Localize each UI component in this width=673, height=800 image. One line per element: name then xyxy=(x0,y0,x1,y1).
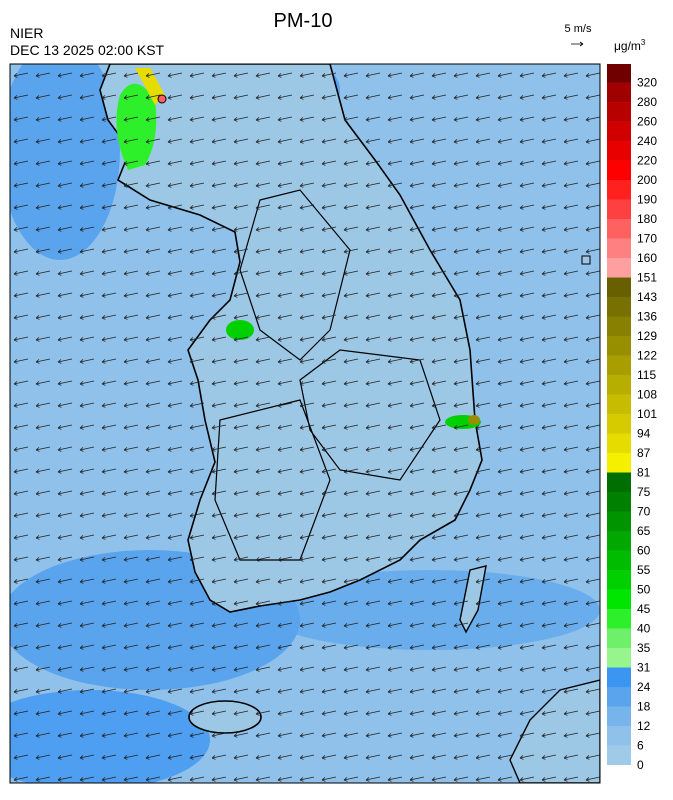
colorbar-label: 55 xyxy=(637,563,651,577)
colorbar-segment xyxy=(607,648,631,668)
colorbar-label: 6 xyxy=(637,739,644,753)
colorbar-label: 101 xyxy=(637,407,657,421)
colorbar-segment xyxy=(607,511,631,532)
colorbar-segment xyxy=(607,531,631,551)
wind-vectors xyxy=(10,64,600,783)
colorbar-segment xyxy=(607,453,631,473)
colorbar-label: 108 xyxy=(637,388,657,402)
colorbar-segment xyxy=(607,141,631,161)
unit-sup: 3 xyxy=(641,38,646,47)
colorbar-segment xyxy=(607,628,631,649)
colorbar-label: 75 xyxy=(637,485,651,499)
wind-scale-arrow xyxy=(571,41,584,47)
colorbar-label: 122 xyxy=(637,349,657,363)
colorbar-segment xyxy=(607,238,631,259)
colorbar-unit: μg/m3 xyxy=(614,38,646,53)
colorbar-label: 12 xyxy=(637,719,651,733)
colorbar-segment xyxy=(607,355,631,376)
datetime: DEC 13 2025 02:00 KST xyxy=(10,42,165,58)
colorbar-segment xyxy=(607,277,631,298)
colorbar-label: 260 xyxy=(637,115,657,129)
colorbar-segment xyxy=(607,394,631,415)
colorbar-label: 190 xyxy=(637,193,657,207)
colorbar-segment xyxy=(607,687,631,707)
colorbar-label: 35 xyxy=(637,641,651,655)
unit-text: μg/m xyxy=(614,39,641,53)
colorbar-label: 50 xyxy=(637,583,651,597)
colorbar-segment xyxy=(607,706,631,727)
colorbar-label: 40 xyxy=(637,622,651,636)
source: NIER xyxy=(10,25,43,41)
colorbar-label: 220 xyxy=(637,154,657,168)
colorbar-label: 31 xyxy=(637,661,651,675)
colorbar-segment xyxy=(607,121,631,142)
colorbar-segment xyxy=(607,297,631,317)
colorbar-segment xyxy=(607,472,631,493)
colorbar-label: 170 xyxy=(637,232,657,246)
colorbar-label: 81 xyxy=(637,466,651,480)
colorbar-label: 18 xyxy=(637,700,651,714)
colorbar-label: 115 xyxy=(637,368,656,382)
colorbar-label: 136 xyxy=(637,310,657,324)
colorbar-label: 94 xyxy=(637,427,651,441)
colorbar-label: 151 xyxy=(637,271,657,285)
colorbar-label: 180 xyxy=(637,212,657,226)
colorbar-segment xyxy=(607,570,631,590)
colorbar-segment xyxy=(607,316,631,337)
colorbar-segment xyxy=(607,102,631,122)
colorbar-segment xyxy=(607,609,631,629)
colorbar: 0 6 12 18 24 31 35 40 45 50 55 60 65 70 75 81 87 94 101 108… xyxy=(607,64,657,772)
colorbar-label: 280 xyxy=(637,95,657,109)
colorbar-segment xyxy=(607,258,631,278)
colorbar-label: 143 xyxy=(637,290,657,304)
colorbar-segment xyxy=(607,492,631,512)
title: PM-10 xyxy=(274,10,333,32)
colorbar-segment xyxy=(607,180,631,200)
colorbar-segment xyxy=(607,550,631,571)
map xyxy=(10,64,600,783)
colorbar-label: 160 xyxy=(637,251,657,265)
colorbar-segment xyxy=(607,199,631,220)
wind-scale-label: 5 m/s xyxy=(565,23,592,35)
colorbar-label: 24 xyxy=(637,680,651,694)
colorbar-label: 65 xyxy=(637,524,651,538)
colorbar-segment xyxy=(607,433,631,454)
colorbar-label: 87 xyxy=(637,446,651,460)
colorbar-label: 70 xyxy=(637,505,651,519)
map-frame xyxy=(9,63,601,784)
colorbar-segment xyxy=(607,745,631,765)
colorbar-segment xyxy=(607,64,631,83)
colorbar-segment xyxy=(607,375,631,395)
colorbar-segment xyxy=(607,589,631,610)
colorbar-label: 60 xyxy=(637,544,651,558)
colorbar-segment xyxy=(607,336,631,356)
colorbar-label: 0 xyxy=(637,758,644,772)
colorbar-segment xyxy=(607,726,631,746)
colorbar-segment xyxy=(607,82,631,103)
colorbar-segment xyxy=(607,160,631,181)
colorbar-label: 129 xyxy=(637,329,657,343)
colorbar-label: 45 xyxy=(637,602,651,616)
colorbar-label: 200 xyxy=(637,173,657,187)
colorbar-segment xyxy=(607,219,631,239)
colorbar-label: 240 xyxy=(637,134,657,148)
colorbar-segment xyxy=(607,414,631,434)
colorbar-label: 320 xyxy=(637,76,657,90)
colorbar-segment xyxy=(607,667,631,688)
